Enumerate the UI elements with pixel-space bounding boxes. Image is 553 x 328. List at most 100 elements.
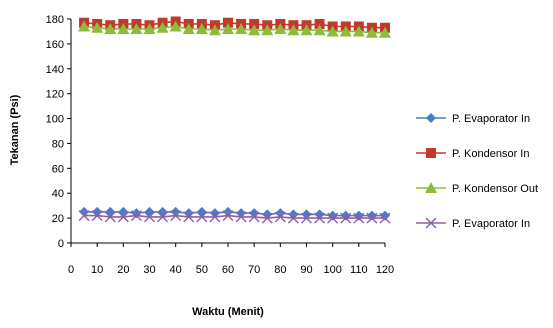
data-point: [380, 210, 390, 221]
data-point: [130, 210, 142, 222]
x-marker-stroke: [327, 212, 339, 224]
x-marker-stroke: [183, 211, 195, 223]
data-point: [379, 26, 391, 38]
y-axis-title: Tekanan (Psi): [9, 94, 21, 165]
legend: P. Evaporator In P. Kondensor In P. Konden…: [416, 113, 538, 230]
x-marker-stroke: [274, 211, 286, 223]
y-tick-label: 160: [46, 39, 64, 51]
x-tick-label: 90: [300, 264, 312, 276]
legend-label: P. Evaporator In: [452, 218, 530, 230]
data-point: [144, 206, 155, 217]
data-point: [235, 211, 247, 223]
data-point: [130, 22, 143, 34]
data-point: [366, 212, 378, 224]
x-marker-stroke: [91, 210, 103, 222]
x-marker-stroke: [235, 211, 247, 223]
data-point: [288, 209, 299, 220]
x-tick-label: 40: [170, 264, 182, 276]
data-point: [105, 206, 116, 217]
x-marker-stroke: [425, 217, 437, 229]
y-tick-label: 140: [46, 64, 64, 76]
y-tick-label: 60: [52, 163, 64, 175]
data-point: [183, 208, 194, 219]
data-point: [314, 18, 325, 29]
series-line: [84, 20, 385, 29]
data-point: [196, 206, 207, 217]
legend-item-2: P. Kondensor In: [416, 148, 529, 160]
data-point: [314, 212, 326, 224]
data-point: [314, 209, 325, 220]
data-point: [353, 212, 365, 224]
data-point: [352, 25, 365, 37]
x-tick-label: 50: [196, 264, 208, 276]
x-tick-label: 110: [350, 264, 368, 276]
data-point: [287, 212, 299, 224]
x-marker-stroke: [170, 210, 182, 222]
legend-item-1: P. Evaporator In: [416, 113, 530, 125]
data-point: [91, 210, 103, 222]
data-point: [327, 212, 339, 224]
data-point: [340, 210, 351, 221]
data-point: [222, 22, 234, 34]
y-tick-label: 100: [46, 114, 64, 126]
data-point: [182, 22, 195, 34]
data-point: [235, 22, 248, 34]
data-point: [274, 22, 287, 34]
data-point: [249, 208, 260, 219]
legend-item-3: P. Kondensor Out: [416, 182, 538, 195]
x-tick-label: 120: [376, 264, 394, 276]
series-4: [78, 210, 391, 224]
x-tick-label: 30: [143, 264, 155, 276]
data-point: [209, 211, 221, 223]
y-tick-label: 180: [46, 14, 64, 26]
data-point: [340, 212, 352, 224]
data-point: [339, 25, 352, 37]
x-tick-label: 0: [68, 264, 74, 276]
x-marker-stroke: [130, 210, 142, 222]
x-tick-label: 70: [248, 264, 260, 276]
x-marker-stroke: [340, 212, 352, 224]
x-tick-label: 10: [91, 264, 103, 276]
data-point: [365, 26, 378, 38]
x-marker-stroke: [248, 211, 260, 223]
x-marker-stroke: [287, 212, 299, 224]
legend-marker: [425, 182, 437, 193]
data-point: [104, 211, 116, 223]
data-point: [262, 209, 273, 220]
data-point: [300, 24, 313, 36]
axes: 0 20 40 60 80 100 120 140 160 180 0 10 20 30 40 50 60 70 8…: [46, 14, 395, 276]
legend-marker: [425, 217, 437, 229]
legend-label: P. Evaporator In: [452, 113, 530, 125]
legend-marker: [426, 113, 436, 123]
data-point: [327, 210, 338, 221]
legend-label: P. Kondensor In: [452, 148, 529, 160]
data-point: [117, 211, 129, 223]
data-point: [170, 210, 182, 222]
data-point: [143, 22, 156, 34]
series-3: [78, 20, 391, 38]
x-tick-label: 100: [323, 264, 341, 276]
data-point: [169, 20, 182, 32]
x-tick-label: 80: [274, 264, 286, 276]
data-point: [79, 206, 90, 217]
y-tick-label: 40: [52, 188, 64, 200]
data-point: [249, 18, 260, 29]
data-point: [104, 22, 117, 34]
data-point: [301, 209, 312, 220]
x-marker-stroke: [209, 211, 221, 223]
x-axis-title: Waktu (Menit): [192, 306, 264, 318]
x-tick-label: 60: [222, 264, 234, 276]
x-marker-stroke: [353, 212, 365, 224]
data-point: [183, 211, 195, 223]
data-point: [248, 211, 260, 223]
x-marker-stroke: [157, 211, 169, 223]
y-tick-label: 120: [46, 89, 64, 101]
data-point: [236, 208, 247, 219]
x-tick-label: 20: [117, 264, 129, 276]
x-marker-stroke: [301, 212, 312, 224]
y-tick-label: 20: [52, 213, 64, 225]
data-point: [379, 212, 391, 224]
data-point: [196, 211, 208, 223]
data-point: [170, 206, 181, 217]
data-point: [208, 24, 221, 36]
